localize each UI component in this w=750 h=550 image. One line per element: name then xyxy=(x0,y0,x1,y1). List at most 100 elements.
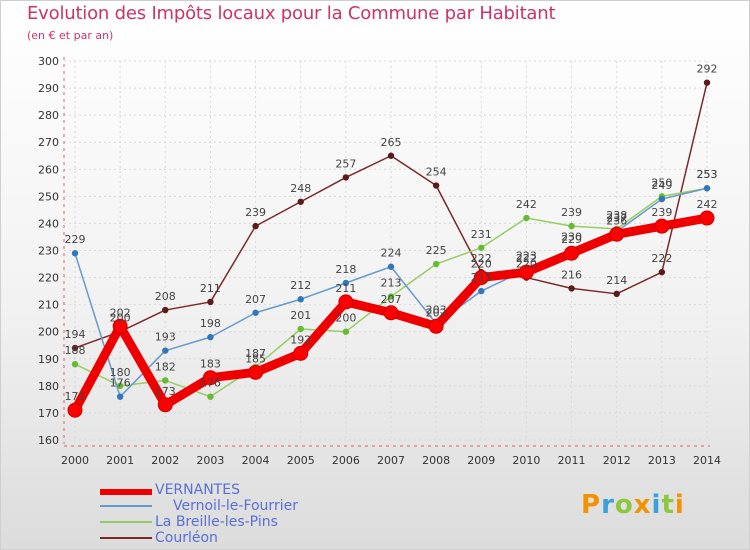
data-point xyxy=(157,397,173,413)
data-label: 202 xyxy=(426,306,447,319)
data-point xyxy=(252,309,259,316)
y-tick-label: 260 xyxy=(38,163,59,176)
data-point xyxy=(342,328,350,335)
data-label: 248 xyxy=(290,182,311,195)
y-tick-label: 160 xyxy=(38,434,59,447)
x-tick-label: 2014 xyxy=(693,454,721,467)
data-point xyxy=(71,361,79,368)
x-tick-label: 2008 xyxy=(422,454,450,467)
data-label: 211 xyxy=(335,282,356,295)
data-point xyxy=(518,264,534,280)
data-point xyxy=(699,210,715,226)
data-label: 207 xyxy=(245,293,266,306)
logo-letter: t xyxy=(661,490,675,520)
data-point xyxy=(297,296,304,303)
data-point xyxy=(207,298,214,306)
legend-swatch-courleon xyxy=(100,537,152,539)
y-tick-label: 200 xyxy=(38,326,59,339)
data-point xyxy=(658,195,666,203)
data-label: 220 xyxy=(471,258,492,271)
logo-letter: i xyxy=(651,490,662,520)
data-point xyxy=(387,263,395,270)
x-tick-label: 2007 xyxy=(377,454,405,467)
x-tick-label: 2010 xyxy=(512,454,540,467)
data-point xyxy=(116,393,124,400)
x-tick-label: 2005 xyxy=(287,454,315,467)
data-point xyxy=(473,270,489,286)
x-tick-label: 2000 xyxy=(61,454,89,467)
data-point xyxy=(478,287,485,295)
data-label: 229 xyxy=(561,233,582,246)
data-label: 222 xyxy=(471,252,492,265)
data-label: 223 xyxy=(516,249,537,262)
data-label: 194 xyxy=(65,328,86,341)
data-label: 236 xyxy=(606,214,627,227)
data-point xyxy=(71,344,79,352)
y-tick-label: 170 xyxy=(38,407,59,420)
legend-swatch-vernantes xyxy=(100,489,152,495)
data-point xyxy=(432,182,440,189)
x-tick-label: 2004 xyxy=(242,454,270,467)
data-point xyxy=(387,152,395,159)
data-label: 192 xyxy=(290,333,311,346)
data-label: 213 xyxy=(381,277,402,290)
data-label: 171 xyxy=(65,390,86,403)
data-label: 182 xyxy=(155,360,176,373)
series-lines xyxy=(67,79,715,418)
data-point xyxy=(703,79,711,86)
data-point xyxy=(112,318,128,334)
data-point xyxy=(387,293,395,300)
data-point xyxy=(568,285,575,292)
data-label: 254 xyxy=(426,166,447,179)
data-point xyxy=(654,218,670,234)
data-label: 201 xyxy=(290,309,311,322)
data-point xyxy=(703,185,711,192)
data-point xyxy=(162,347,169,354)
data-label: 183 xyxy=(200,358,221,371)
data-point xyxy=(248,364,264,380)
axes: 160 170 180 190 200 210 220 230 240 250 260 270 280 2… xyxy=(38,55,721,467)
data-label: 229 xyxy=(65,233,86,246)
y-tick-label: 210 xyxy=(38,299,59,312)
logo-letter: o xyxy=(614,490,634,520)
data-label: 176 xyxy=(110,377,131,390)
data-label: 222 xyxy=(516,252,537,265)
proxiti-logo: Proxiti xyxy=(581,490,685,520)
data-label: 202 xyxy=(110,306,131,319)
data-label: 200 xyxy=(110,312,131,325)
x-tick-label: 2009 xyxy=(467,454,495,467)
data-label: 216 xyxy=(561,268,582,281)
data-point xyxy=(207,393,214,400)
chart-title: Evolution des Impôts locaux pour la Comm… xyxy=(27,3,556,24)
data-point xyxy=(658,268,666,276)
data-label: 211 xyxy=(200,282,221,295)
data-point xyxy=(338,294,354,310)
data-label: 220 xyxy=(516,258,537,271)
data-point xyxy=(383,305,399,321)
y-tick-label: 220 xyxy=(38,272,59,285)
data-label: 187 xyxy=(245,347,266,360)
data-point xyxy=(293,345,309,361)
data-point xyxy=(162,306,169,314)
y-tick-label: 240 xyxy=(38,217,59,230)
legend-label: VERNANTES xyxy=(155,482,240,498)
data-label: 203 xyxy=(426,304,447,317)
data-label: 292 xyxy=(697,63,718,76)
y-tick-label: 290 xyxy=(38,82,59,95)
y-tick-label: 280 xyxy=(38,109,59,122)
y-tick-label: 230 xyxy=(38,245,59,258)
data-label: 218 xyxy=(335,263,356,276)
data-label: 237 xyxy=(606,212,627,225)
data-point xyxy=(67,402,83,418)
data-point xyxy=(564,245,580,261)
data-point xyxy=(252,222,259,230)
data-label: 212 xyxy=(290,279,311,292)
x-tick-label: 2006 xyxy=(332,454,360,467)
y-tick-label: 190 xyxy=(38,353,59,366)
x-tick-label: 2001 xyxy=(106,454,134,467)
x-tick-label: 2003 xyxy=(196,454,224,467)
data-label: 242 xyxy=(697,198,718,211)
